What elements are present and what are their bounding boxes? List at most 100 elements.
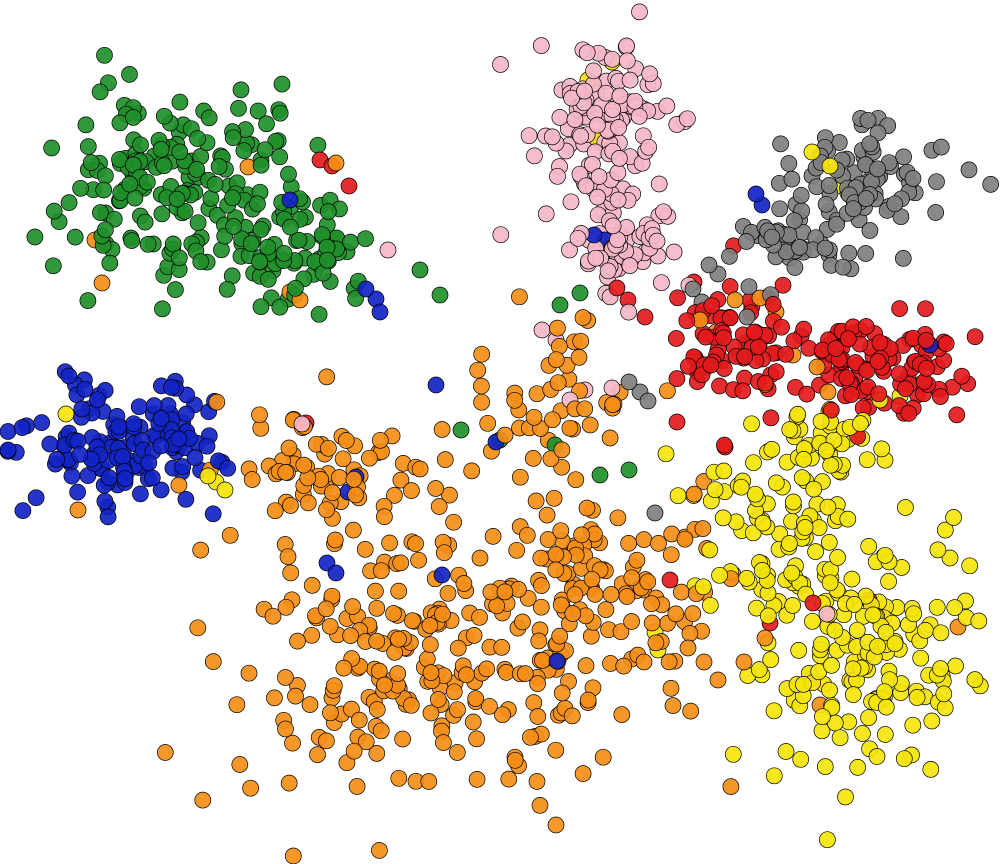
scatter-point-orange bbox=[351, 712, 367, 728]
scatter-point-red bbox=[918, 332, 934, 348]
scatter-point-orange bbox=[485, 528, 501, 544]
scatter-point-blue bbox=[77, 381, 93, 397]
scatter-point-yellow bbox=[820, 499, 836, 515]
scatter-point-orange bbox=[673, 584, 689, 600]
scatter-point-orange bbox=[571, 349, 587, 365]
scatter-point-green bbox=[169, 191, 185, 207]
scatter-point-orange bbox=[265, 608, 281, 624]
scatter-point-yellow bbox=[796, 451, 812, 467]
scatter-point-yellow bbox=[933, 661, 949, 677]
scatter-point-green bbox=[92, 205, 108, 221]
scatter-point-yellow bbox=[887, 636, 903, 652]
scatter-point-green bbox=[171, 250, 187, 266]
scatter-point-orange bbox=[529, 774, 545, 790]
scatter-point-orange bbox=[469, 771, 485, 787]
scatter-point-orange bbox=[346, 471, 362, 487]
scatter-point-orange bbox=[644, 615, 660, 631]
scatter-point-yellow bbox=[739, 570, 755, 586]
scatter-point-yellow bbox=[725, 746, 741, 762]
scatter-point-orange bbox=[283, 565, 299, 581]
scatter-point-blue bbox=[131, 399, 147, 415]
scatter-point-red bbox=[716, 437, 732, 453]
scatter-point-orange bbox=[283, 498, 299, 514]
scatter-point-orange bbox=[267, 503, 283, 519]
scatter-point-red bbox=[609, 280, 625, 296]
scatter-point-orange bbox=[456, 576, 472, 592]
scatter-point-gray bbox=[983, 176, 999, 192]
scatter-point-red bbox=[669, 414, 685, 430]
scatter-point-green bbox=[133, 137, 149, 153]
scatter-point-orange bbox=[304, 627, 320, 643]
scatter-point-blue bbox=[28, 490, 44, 506]
scatter-point-orange bbox=[548, 817, 564, 833]
scatter-point-orange bbox=[458, 667, 474, 683]
scatter-point-green bbox=[236, 143, 252, 159]
scatter-point-orange bbox=[595, 749, 611, 765]
scatter-point-green bbox=[156, 108, 172, 124]
scatter-point-yellow bbox=[933, 625, 949, 641]
scatter-point-yellow bbox=[936, 686, 952, 702]
scatter-point-orange bbox=[390, 666, 406, 682]
scatter-point-orange bbox=[318, 601, 334, 617]
scatter-point-pink bbox=[380, 242, 396, 258]
scatter-point-orange bbox=[157, 745, 173, 761]
scatter-point-blue bbox=[42, 436, 58, 452]
scatter-point-green bbox=[225, 190, 241, 206]
scatter-point-yellow bbox=[768, 475, 784, 491]
scatter-point-orange bbox=[509, 542, 525, 558]
scatter-point-red bbox=[765, 296, 781, 312]
scatter-point-orange bbox=[548, 352, 564, 368]
scatter-point-orange bbox=[550, 375, 566, 391]
scatter-point-blue bbox=[15, 503, 31, 519]
scatter-point-yellow bbox=[906, 606, 922, 622]
scatter-point-orange bbox=[663, 547, 679, 563]
scatter-point-yellow bbox=[913, 650, 929, 666]
scatter-point-yellow bbox=[715, 510, 731, 526]
scatter-point-green bbox=[137, 214, 153, 230]
scatter-point-yellow bbox=[861, 538, 877, 554]
scatter-point-pink bbox=[570, 230, 586, 246]
scatter-point-orange bbox=[479, 661, 495, 677]
scatter-point-orange bbox=[636, 654, 652, 670]
scatter-point-blue bbox=[144, 470, 160, 486]
scatter-point-orange bbox=[498, 664, 514, 680]
scatter-point-yellow bbox=[896, 751, 912, 767]
scatter-point-yellow bbox=[878, 699, 894, 715]
scatter-point-blue bbox=[372, 304, 388, 320]
scatter-point-green bbox=[250, 196, 266, 212]
scatter-point-orange bbox=[545, 412, 561, 428]
scatter-point-gray bbox=[933, 139, 949, 155]
scatter-point-orange bbox=[624, 570, 640, 586]
scatter-point-orange bbox=[507, 392, 523, 408]
scatter-point-yellow bbox=[785, 494, 801, 510]
scatter-point-yellow bbox=[924, 713, 940, 729]
scatter-point-yellow bbox=[937, 700, 953, 716]
scatter-point-blue bbox=[0, 424, 16, 440]
scatter-point-orange bbox=[278, 721, 294, 737]
scatter-point-gray bbox=[784, 171, 800, 187]
scatter-point-green bbox=[319, 252, 335, 268]
scatter-point-orange bbox=[549, 320, 565, 336]
scatter-point-green bbox=[83, 155, 99, 171]
scatter-point-orange bbox=[668, 606, 684, 622]
scatter-point-blue bbox=[14, 420, 30, 436]
scatter-point-orange bbox=[665, 698, 681, 714]
scatter-point-green bbox=[153, 141, 169, 157]
scatter-point-orange bbox=[469, 731, 485, 747]
scatter-point-yellow bbox=[838, 789, 854, 805]
scatter-point-orange bbox=[232, 757, 248, 773]
scatter-point-orange bbox=[324, 485, 340, 501]
scatter-point-orange bbox=[515, 614, 531, 630]
scatter-point-pink bbox=[573, 128, 589, 144]
scatter-point-pink bbox=[612, 88, 628, 104]
scatter-point-yellow bbox=[877, 727, 893, 743]
scatter-point-orange bbox=[357, 541, 373, 557]
scatter-point-yellow bbox=[58, 406, 74, 422]
scatter-point-green bbox=[97, 222, 113, 238]
scatter-point-red bbox=[722, 310, 738, 326]
scatter-point-green bbox=[172, 94, 188, 110]
scatter-point-pink bbox=[294, 416, 310, 432]
scatter-point-orange bbox=[624, 614, 640, 630]
scatter-point-red bbox=[704, 298, 720, 314]
scatter-point-blue bbox=[178, 491, 194, 507]
